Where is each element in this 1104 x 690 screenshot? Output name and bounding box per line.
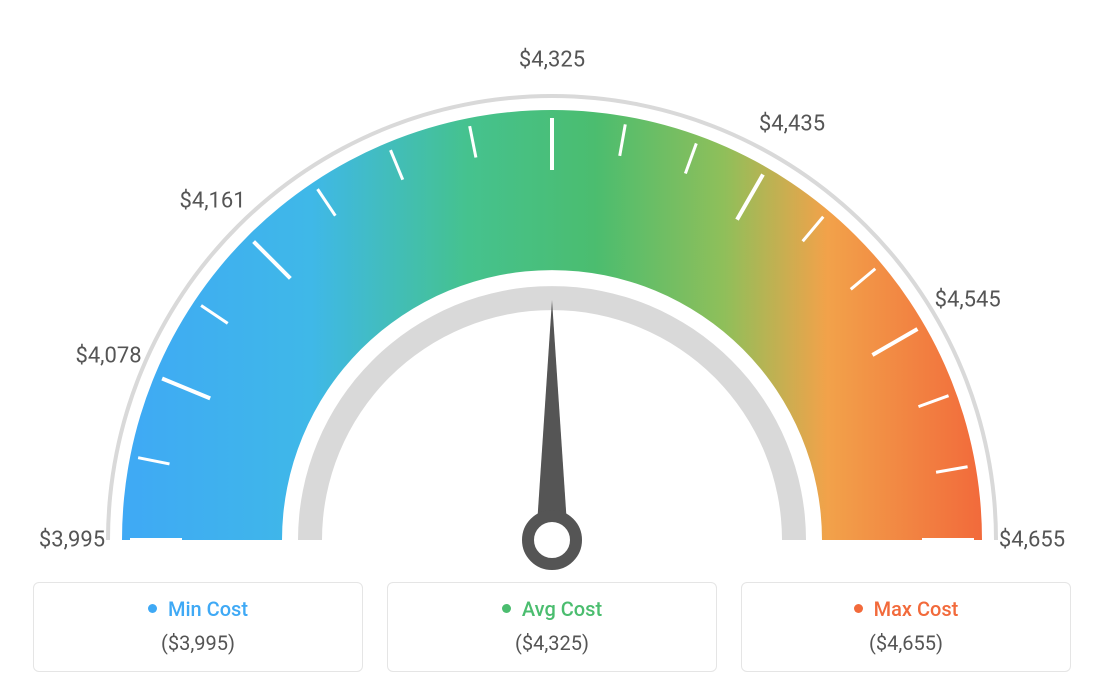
legend-card-max: Max Cost ($4,655) [741,582,1071,672]
scale-label: $4,545 [935,288,1001,313]
legend-avg-label: Avg Cost [398,597,706,621]
dot-icon [148,604,157,613]
scale-label: $4,325 [519,48,585,73]
legend-avg-text: Avg Cost [522,597,602,621]
legend-max-value: ($4,655) [752,631,1060,655]
legend-row: Min Cost ($3,995) Avg Cost ($4,325) Max … [0,582,1104,672]
legend-min-label: Min Cost [44,597,352,621]
scale-label: $4,078 [75,344,141,369]
legend-max-text: Max Cost [874,597,959,621]
scale-label: $4,161 [180,188,246,213]
dot-icon [854,604,863,613]
scale-label: $3,995 [39,528,105,553]
scale-label: $4,435 [759,112,825,137]
legend-min-text: Min Cost [168,597,248,621]
legend-card-avg: Avg Cost ($4,325) [387,582,717,672]
cost-gauge: $3,995 $4,078 $4,161 $4,325 $4,435 $4,545 $4,6… [0,0,1104,560]
scale-label: $4,655 [999,528,1065,553]
legend-card-min: Min Cost ($3,995) [33,582,363,672]
legend-min-value: ($3,995) [44,631,352,655]
dot-icon [502,604,511,613]
legend-max-label: Max Cost [752,597,1060,621]
legend-avg-value: ($4,325) [398,631,706,655]
